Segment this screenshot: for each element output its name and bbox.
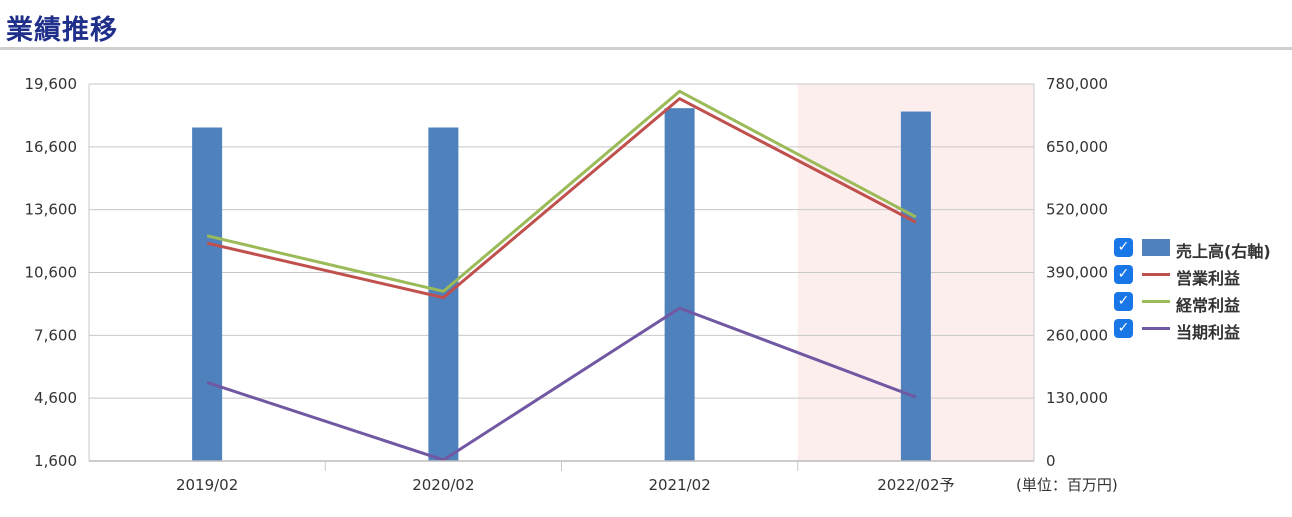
ordinary-profit-line [206, 89, 917, 293]
checkbox-net[interactable]: ✓ [1114, 319, 1133, 338]
legend-label-sales: 売上高(右軸) [1176, 242, 1271, 261]
section-title: 業績推移 [6, 15, 118, 46]
header-divider [0, 47, 1292, 50]
operating-profit-line [206, 97, 917, 300]
left-tick-label: 1,600 [34, 452, 77, 470]
x-tick-label: 2019/02 [176, 476, 238, 494]
line-swatch-icon [1142, 327, 1170, 330]
checkbox-sales[interactable]: ✓ [1114, 238, 1133, 257]
checkbox-ordinary[interactable]: ✓ [1114, 292, 1133, 311]
right-tick-label: 130,000 [1046, 389, 1108, 407]
right-tick-label: 650,000 [1046, 138, 1108, 156]
bar-swatch-icon [1142, 239, 1170, 256]
chart-legend: ✓ 売上高(右軸) ✓ 営業利益 ✓ 経常利益 ✓ 当期利益 [1114, 236, 1290, 344]
left-tick-label: 7,600 [34, 326, 77, 344]
sales-bar [664, 108, 695, 462]
x-tick-label: 2022/02予 [877, 476, 954, 494]
right-tick-label: 0 [1046, 452, 1056, 470]
left-tick-label: 4,600 [34, 389, 77, 407]
sales-bar [192, 127, 223, 461]
left-tick-label: 16,600 [25, 138, 78, 156]
line-swatch-icon [1142, 273, 1170, 276]
chart-axes: 1,600 0 4,600 130,000 7,600 260,000 10,600 390,… [25, 75, 1109, 494]
legend-item-sales[interactable]: ✓ 売上高(右軸) [1114, 236, 1290, 263]
right-tick-label: 260,000 [1046, 326, 1108, 344]
legend-label-ordinary: 経常利益 [1176, 296, 1241, 315]
legend-item-ordinary[interactable]: ✓ 経常利益 [1114, 290, 1290, 317]
legend-item-net[interactable]: ✓ 当期利益 [1114, 317, 1290, 344]
unit-label: (単位：百万円) [1016, 476, 1118, 494]
line-swatch-icon [1142, 300, 1170, 303]
legend-label-operating: 営業利益 [1176, 269, 1241, 288]
x-tick-label: 2021/02 [648, 476, 710, 494]
chart-grid [89, 83, 1034, 462]
sales-bars [192, 108, 931, 462]
right-tick-label: 780,000 [1046, 75, 1108, 93]
sales-bar [900, 111, 931, 462]
left-tick-label: 13,600 [25, 201, 78, 219]
right-tick-label: 520,000 [1046, 201, 1108, 219]
right-tick-label: 390,000 [1046, 264, 1108, 282]
profit-lines [206, 89, 917, 462]
legend-label-net: 当期利益 [1176, 323, 1241, 342]
left-tick-label: 10,600 [25, 264, 78, 282]
checkbox-operating[interactable]: ✓ [1114, 265, 1133, 284]
net-profit-line [206, 306, 917, 462]
left-tick-label: 19,600 [25, 75, 78, 93]
legend-item-operating[interactable]: ✓ 営業利益 [1114, 263, 1290, 290]
section-header: 業績推移 [0, 0, 1292, 50]
x-tick-label: 2020/02 [412, 476, 474, 494]
